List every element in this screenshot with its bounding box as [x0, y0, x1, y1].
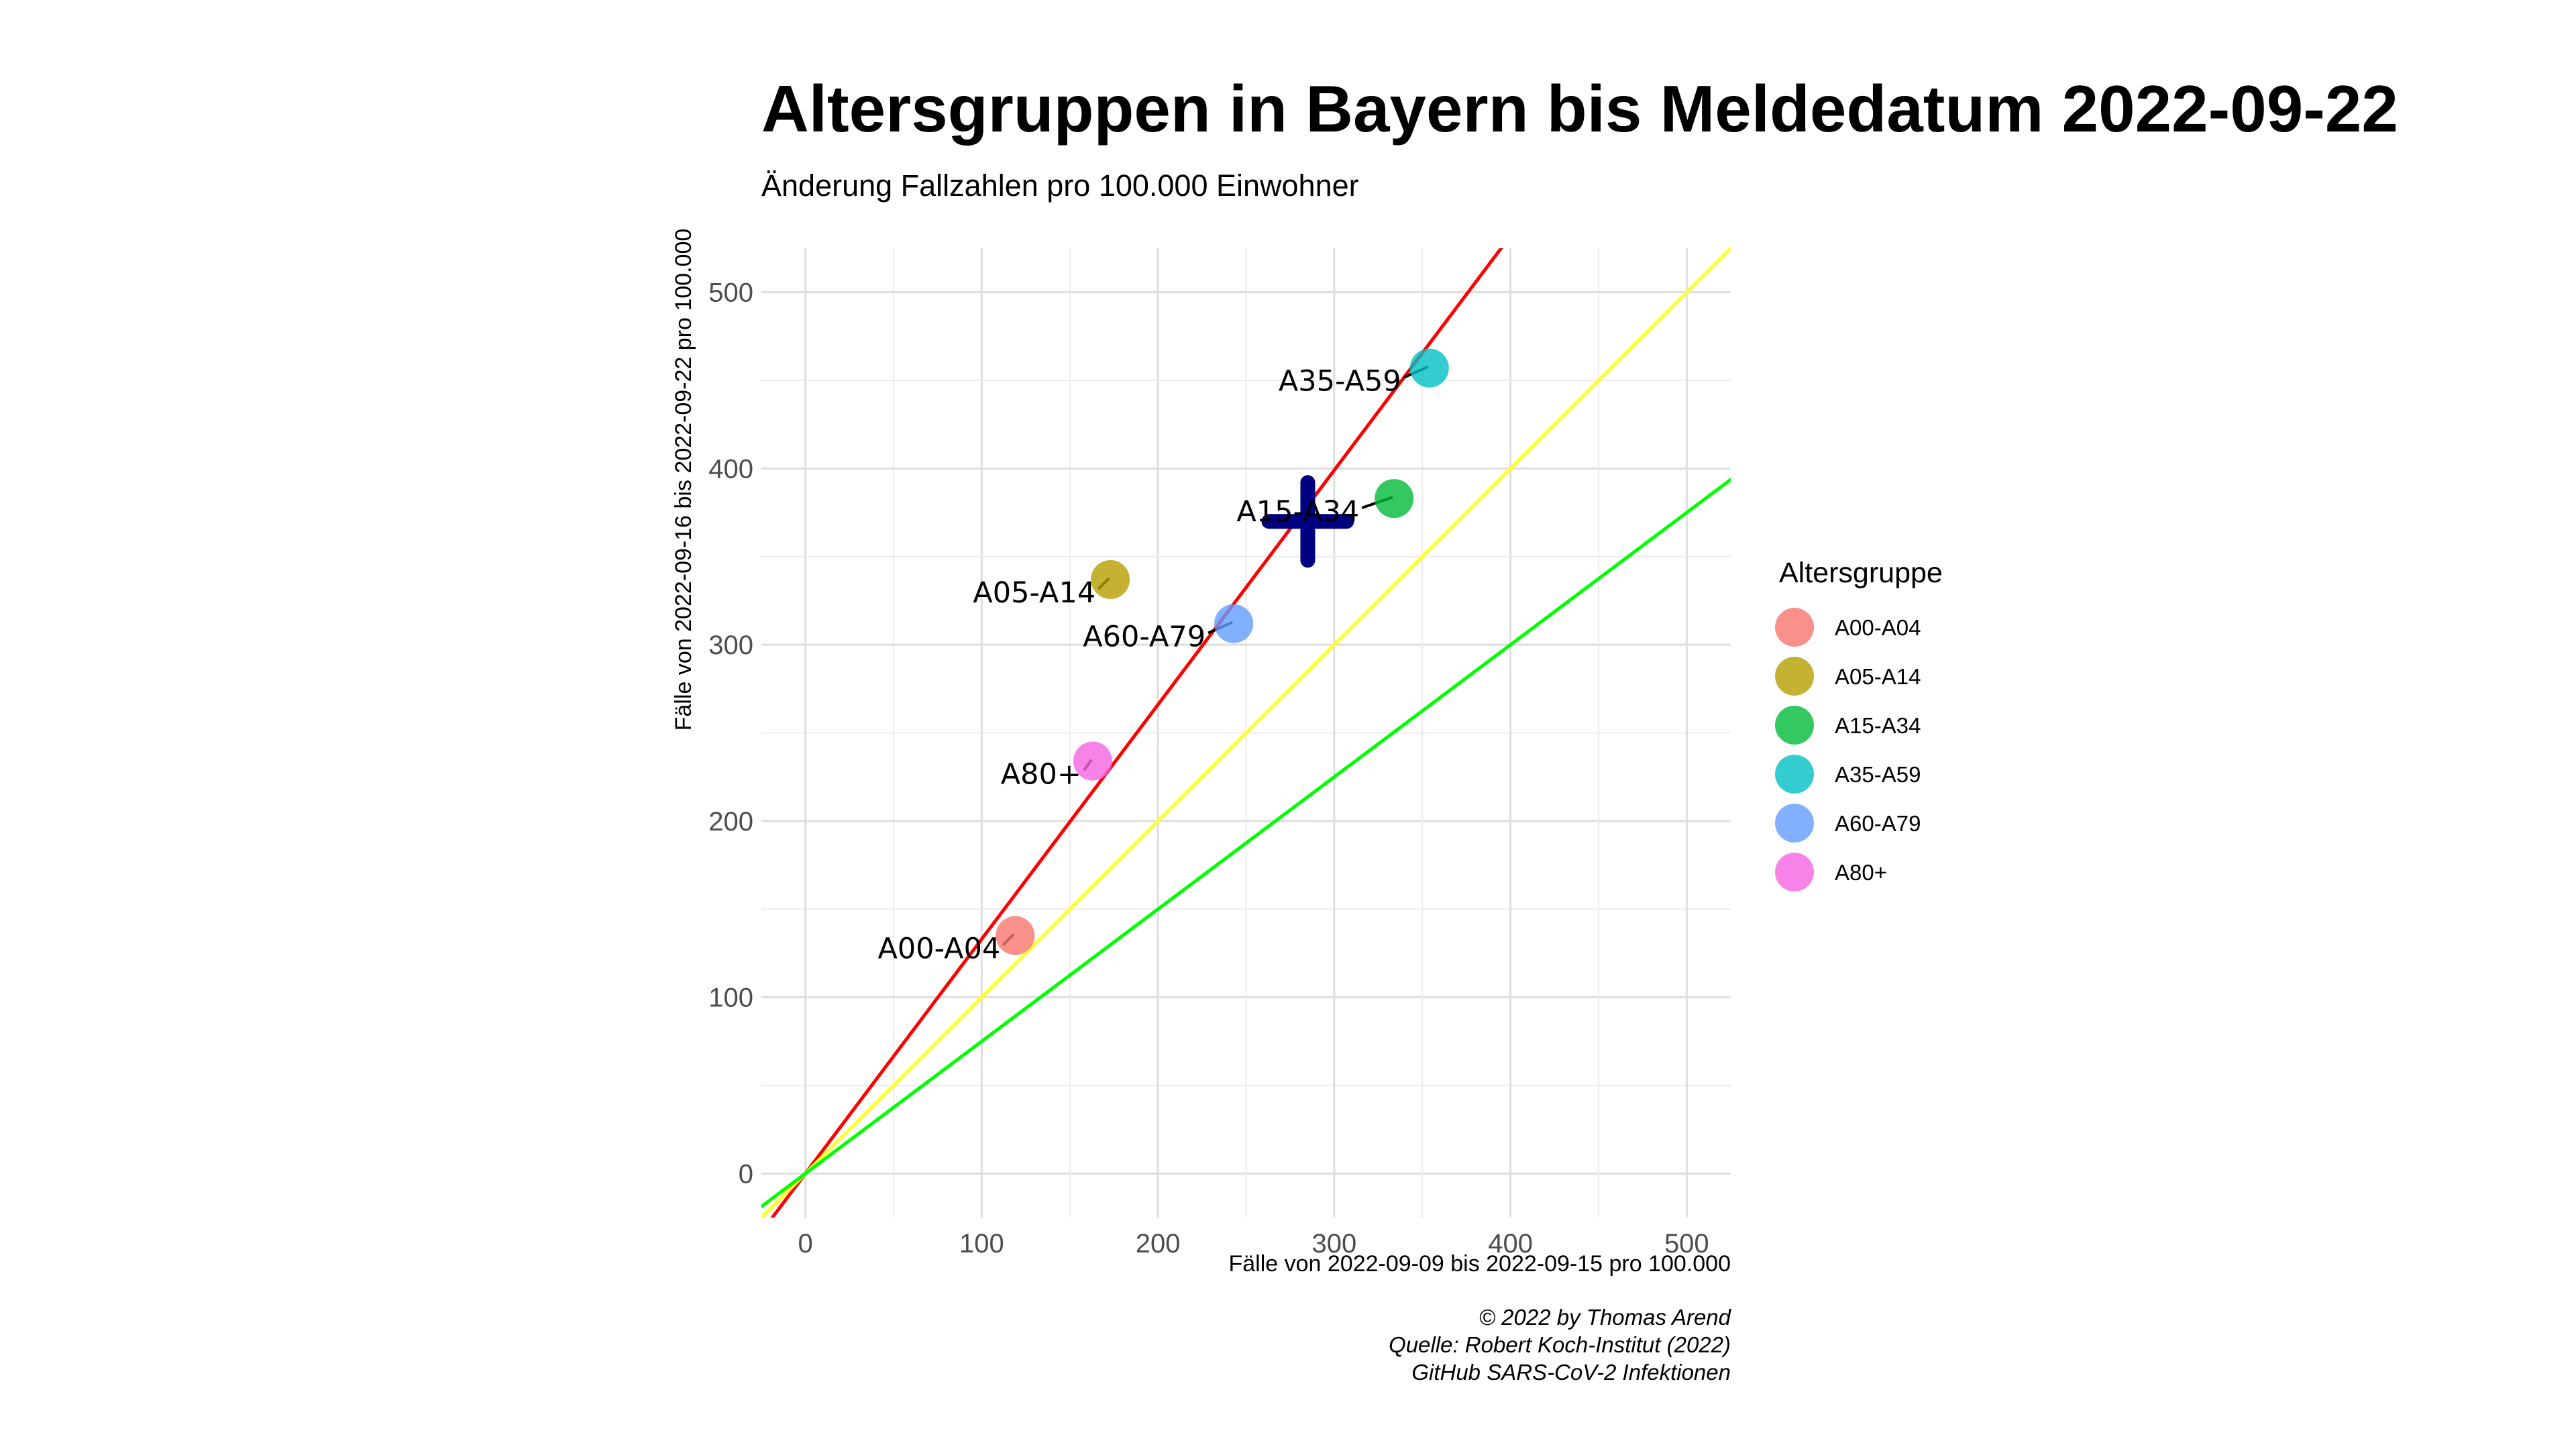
data-point	[1091, 559, 1130, 599]
legend-key	[1775, 657, 1814, 696]
legend-key	[1775, 608, 1814, 647]
legend: A00-A04 A05-A14 A15-A34 A35-A59 A60-A79 A80+	[1775, 608, 1921, 892]
caption-line-2: Quelle: Robert Koch-Institut (2022)	[1389, 1332, 1731, 1357]
data-point	[996, 916, 1035, 955]
x-tick-label: 200	[1136, 1229, 1181, 1258]
legend-key	[1775, 853, 1814, 892]
chart-subtitle: Änderung Fallzahlen pro 100.000 Einwohne…	[761, 168, 1359, 203]
legend-key	[1775, 755, 1814, 794]
y-tick-label: 0	[739, 1159, 753, 1189]
legend-label: A80+	[1835, 860, 1887, 885]
point-label: A15-A34	[1236, 495, 1359, 529]
data-point	[1073, 741, 1112, 781]
legend-label: A00-A04	[1835, 615, 1921, 640]
reference-line	[761, 248, 1731, 1218]
chart-title: Altersgruppen in Bayern bis Meldedatum 2…	[761, 72, 2398, 146]
point-label: A35-A59	[1279, 365, 1401, 398]
legend-label: A05-A14	[1835, 664, 1921, 689]
legend-key	[1775, 804, 1814, 843]
y-tick-label: 100	[708, 983, 753, 1013]
data-point	[1375, 479, 1414, 519]
data-points	[996, 348, 1449, 955]
legend-label: A60-A79	[1835, 811, 1921, 836]
x-tick-label: 500	[1664, 1229, 1709, 1258]
x-tick-label: 300	[1311, 1229, 1356, 1258]
y-tick-label: 200	[708, 807, 753, 837]
legend-label: A35-A59	[1835, 762, 1921, 787]
label-leaders	[1002, 365, 1429, 947]
reference-lines	[761, 248, 1731, 1218]
y-tick-label: 300	[708, 631, 753, 660]
x-tick-label: 400	[1488, 1229, 1533, 1258]
reference-line	[761, 477, 1731, 1209]
point-label: A00-A04	[877, 932, 1000, 966]
reference-line	[770, 248, 1503, 1218]
axis-ticks: 0 100 200 300 400 500 0 100 200 300 400 500	[708, 278, 1709, 1258]
mean-marker	[1261, 475, 1354, 568]
point-label: A60-A79	[1083, 621, 1205, 654]
legend-key	[1775, 706, 1814, 745]
point-labels: A00-A04 A05-A14 A15-A34 A35-A59 A60-A79 A80+	[877, 365, 1401, 966]
legend-title: Altersgruppe	[1779, 557, 1943, 589]
data-point	[1214, 604, 1254, 643]
x-axis-title: Fälle von 2022-09-09 bis 2022-09-15 pro …	[1228, 1251, 1731, 1277]
x-tick-label: 0	[798, 1229, 813, 1258]
grid	[761, 248, 1731, 1218]
caption-line-3: GitHub SARS-CoV-2 Infektionen	[1411, 1360, 1731, 1385]
y-tick-label: 400	[708, 454, 753, 484]
y-tick-label: 500	[708, 278, 753, 308]
point-label: A80+	[1001, 758, 1081, 792]
legend-label: A15-A34	[1835, 713, 1921, 738]
data-point	[1409, 348, 1449, 388]
caption-line-1: © 2022 by Thomas Arend	[1479, 1305, 1732, 1330]
y-axis-title: Fälle von 2022-09-16 bis 2022-09-22 pro …	[671, 229, 696, 731]
x-tick-label: 100	[959, 1229, 1004, 1258]
point-label: A05-A14	[973, 576, 1095, 610]
